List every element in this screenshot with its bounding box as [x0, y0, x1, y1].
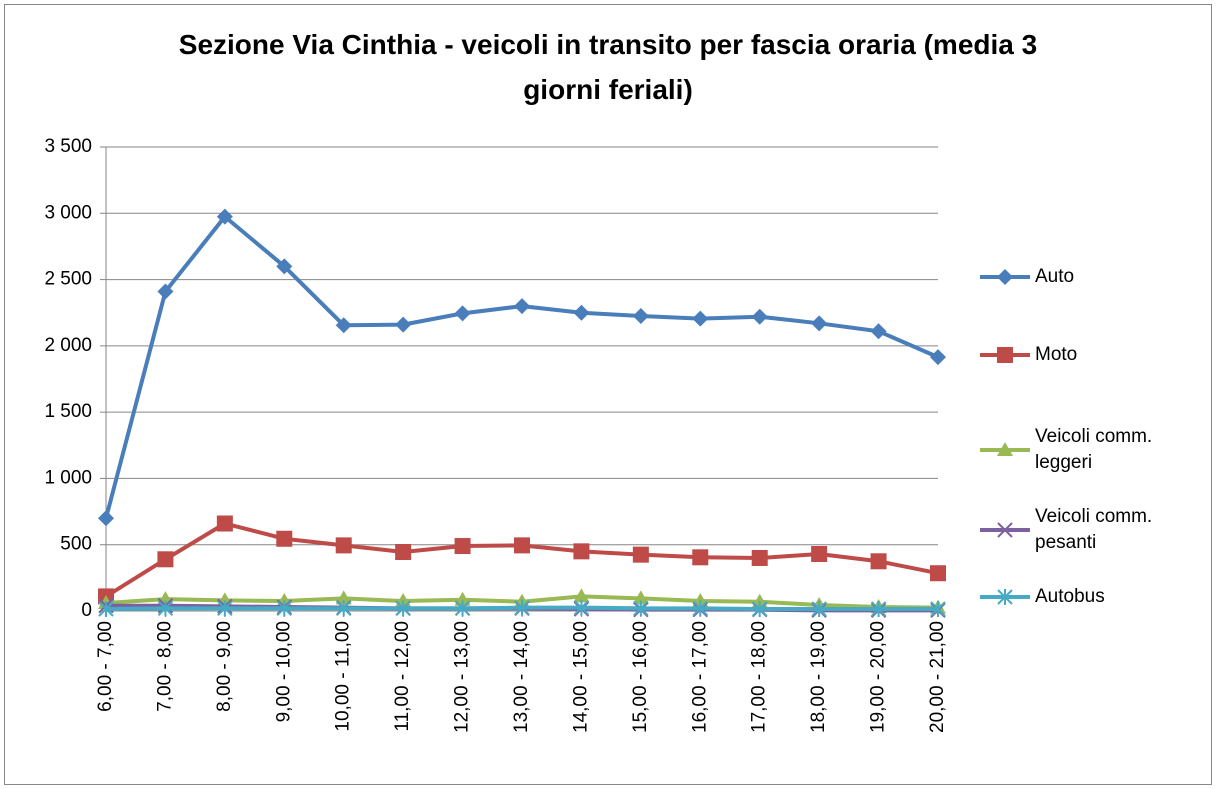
data-point [930, 349, 946, 366]
data-point [573, 304, 590, 321]
data-point [395, 600, 411, 617]
data-point [276, 258, 293, 275]
data-point [454, 600, 471, 617]
data-point [573, 543, 590, 560]
x-tick-label: 14,00 - 15,00 [570, 621, 591, 733]
y-tick-label: 3 500 [44, 136, 92, 157]
x-tick-label: 7,00 - 8,00 [154, 621, 175, 712]
legend-label: Autobus [1035, 586, 1105, 607]
y-tick-label: 2 500 [44, 269, 92, 290]
y-tick-label: 500 [60, 534, 92, 555]
x-tick-label: 10,00 - 11,00 [333, 621, 354, 732]
x-tick-label: 15,00 - 16,00 [630, 621, 651, 733]
data-point [870, 601, 887, 618]
legend-marker [997, 269, 1013, 285]
x-tick-label: 9,00 - 10,00 [273, 621, 294, 722]
data-point [276, 530, 293, 547]
x-tick-label: 17,00 - 18,00 [749, 621, 770, 733]
data-point [573, 599, 590, 616]
y-tick-label: 2 000 [44, 335, 92, 356]
y-tick-label: 1 000 [44, 467, 92, 488]
x-tick-label: 13,00 - 14,00 [511, 621, 532, 733]
legend-label: Auto [1035, 266, 1075, 287]
data-point [336, 600, 352, 617]
x-tick-label: 11,00 - 12,00 [392, 621, 413, 732]
data-point [751, 308, 768, 325]
data-point [454, 305, 471, 322]
data-point [216, 208, 233, 225]
y-tick-label: 3 000 [44, 202, 92, 223]
data-point [870, 553, 887, 570]
data-point [335, 537, 352, 554]
legend-label: Veicoli comm. pesanti [1035, 506, 1153, 553]
data-point [692, 600, 708, 617]
data-point [514, 298, 530, 315]
data-point [157, 551, 174, 568]
legend-label: Veicoli comm. leggeri [1035, 426, 1153, 473]
data-point [811, 315, 828, 332]
data-point [752, 601, 768, 618]
data-point [454, 591, 471, 606]
y-tick-label: 1 500 [44, 401, 92, 422]
chart-border [4, 4, 1212, 785]
x-tick-label: 6,00 - 7,00 [95, 621, 116, 712]
data-point [632, 546, 649, 563]
data-point [335, 590, 352, 605]
data-point [633, 600, 649, 617]
data-point [692, 549, 709, 566]
data-point [216, 515, 233, 532]
data-point [157, 600, 174, 617]
data-point [514, 599, 530, 616]
data-point [751, 549, 768, 566]
legend-label: Moto [1035, 344, 1078, 365]
y-tick-label: 0 [81, 600, 92, 621]
data-point [514, 537, 530, 554]
data-point [335, 317, 352, 334]
data-point [930, 601, 946, 618]
data-point [811, 601, 827, 618]
x-tick-label: 18,00 - 19,00 [808, 621, 829, 733]
legend-marker [997, 589, 1013, 605]
data-point [395, 544, 412, 561]
chart-title: Sezione Via Cinthia - veicoli in transit… [178, 29, 1038, 105]
data-point [98, 601, 114, 618]
x-tick-label: 12,00 - 13,00 [452, 621, 473, 733]
legend-marker [997, 347, 1013, 363]
data-point [276, 600, 292, 617]
x-tick-label: 8,00 - 9,00 [214, 621, 235, 712]
legend-marker [997, 522, 1013, 538]
x-tick-label: 20,00 - 21,00 [927, 621, 948, 733]
data-point [395, 316, 412, 333]
x-tick-label: 19,00 - 20,00 [868, 621, 889, 733]
data-point [454, 538, 471, 555]
data-point [98, 510, 114, 527]
data-point [930, 565, 946, 582]
data-point [573, 588, 590, 603]
x-tick-label: 16,00 - 17,00 [689, 621, 710, 733]
data-point [811, 545, 828, 562]
data-point [217, 600, 233, 617]
data-point [692, 310, 709, 327]
data-point [632, 308, 649, 325]
data-point [870, 323, 887, 340]
legend-marker [997, 442, 1013, 456]
data-point [157, 283, 174, 300]
data-point [632, 590, 649, 605]
